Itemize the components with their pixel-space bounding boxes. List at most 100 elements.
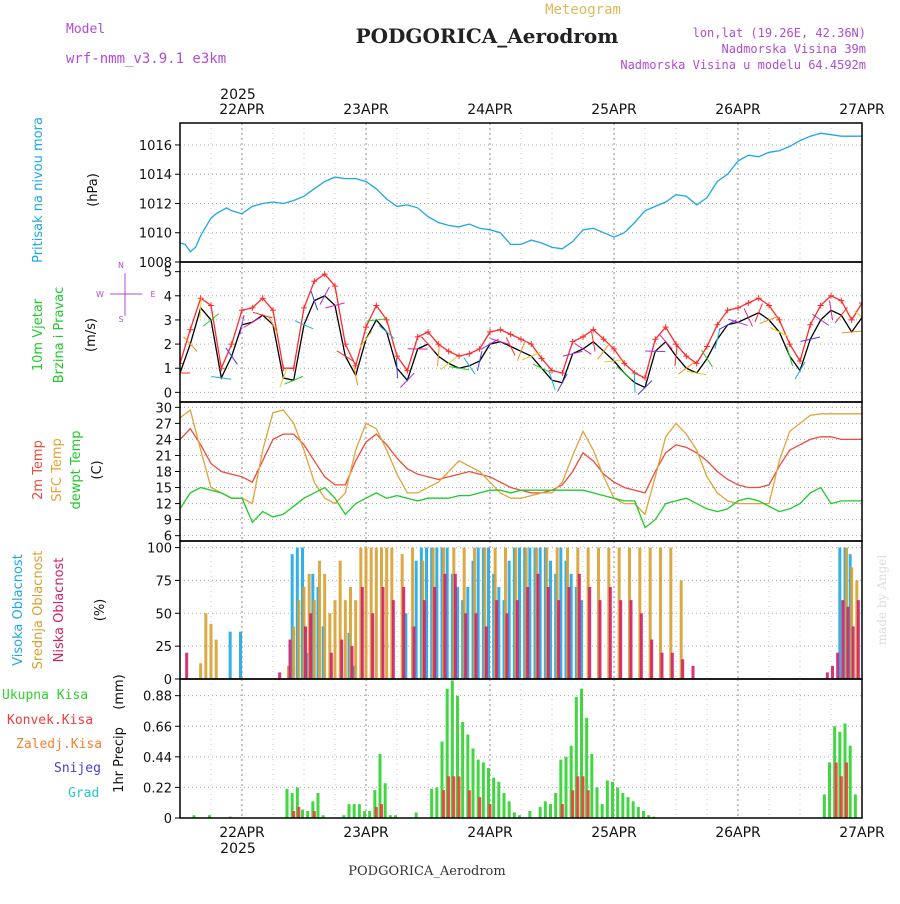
- y-tick-label: 12: [155, 498, 172, 513]
- y-tick-label: 50: [155, 607, 172, 622]
- wind-unit: (m/s): [84, 318, 99, 352]
- wind-arrow: [770, 328, 788, 337]
- wind-arrow: [464, 358, 475, 375]
- precip-bar: [590, 754, 593, 818]
- cloud-bar: [847, 607, 850, 679]
- legend-convective: Konvek.Kisa: [7, 713, 93, 728]
- gust-marker: [745, 300, 751, 306]
- wind-arrow: [787, 347, 793, 366]
- precip-bar: [461, 722, 464, 818]
- cloud-bar: [537, 574, 540, 679]
- precip-bar: [508, 801, 511, 818]
- precip-bar: [596, 787, 599, 818]
- gust-marker: [735, 305, 741, 311]
- cloud-bar: [423, 600, 426, 679]
- gust-marker: [518, 336, 524, 342]
- temp-title-3: dewpt Temp: [69, 430, 84, 509]
- cloud-bar: [444, 574, 447, 679]
- cloud-bar: [361, 587, 364, 679]
- y-tick-label: 100: [147, 542, 172, 557]
- cloud-title-3: Niska Oblacnost: [52, 558, 67, 663]
- y-tick-label: 0: [164, 673, 172, 688]
- gust-marker: [415, 334, 421, 340]
- cloud-bar: [323, 574, 326, 679]
- cloud-bar: [526, 587, 529, 679]
- cloud-bar: [867, 633, 870, 679]
- cloud-bar: [392, 600, 395, 679]
- cloud-bar: [841, 600, 844, 679]
- cloud-bar: [239, 632, 242, 679]
- precip-bar: [368, 811, 371, 818]
- precip-bar: [582, 776, 585, 818]
- wind-arrow: [226, 348, 237, 364]
- top-year-label: 2025: [220, 87, 256, 103]
- gust-marker: [807, 322, 813, 328]
- bottom-day-label: 24APR: [467, 825, 513, 841]
- precip-bar: [828, 762, 831, 818]
- gust-marker: [363, 324, 369, 330]
- precip-bar: [482, 762, 485, 818]
- cloud-bar: [330, 653, 333, 679]
- legend-total: Ukupna Kisa: [2, 688, 88, 703]
- precip-plot: [193, 680, 857, 818]
- top-day-label: 25APR: [591, 102, 637, 118]
- y-tick-label: 25: [155, 640, 172, 655]
- cloud-bar: [375, 548, 378, 679]
- y-tick-label: 0.88: [143, 690, 172, 705]
- precip-bar: [637, 807, 640, 818]
- watermark: made by Angel: [875, 555, 889, 646]
- y-tick-label: 0: [164, 812, 172, 827]
- bottom-year-label: 2025: [220, 841, 256, 857]
- cloud-bar: [681, 659, 684, 679]
- legend-hail: Grad: [68, 786, 99, 801]
- wind-arrow: [396, 358, 397, 378]
- cloud-bar: [852, 626, 855, 679]
- gust-marker: [497, 327, 503, 333]
- cloud-bar: [588, 587, 591, 679]
- cloud-bar: [344, 600, 347, 679]
- precip-title: 1hr Precip: [112, 727, 127, 793]
- precip-bar: [415, 812, 418, 818]
- precip-bar: [297, 807, 300, 818]
- gust-marker: [301, 305, 307, 311]
- cloud-bar: [630, 600, 633, 679]
- gust-marker: [187, 327, 193, 333]
- precip-legend: Ukupna Kisa Konvek.Kisa Zaledj.Kisa Snij…: [2, 688, 102, 801]
- y-tick-label: 5: [164, 266, 172, 281]
- cloud-bar: [609, 587, 612, 679]
- wind-arrow: [592, 332, 595, 352]
- cloud-bar: [340, 640, 343, 679]
- cloud-bar: [857, 600, 860, 679]
- series-line: [180, 429, 862, 493]
- wind-arrow: [812, 314, 829, 325]
- precip-bar: [576, 776, 579, 818]
- precip-bar: [835, 762, 838, 818]
- precip-bar: [442, 790, 445, 818]
- precip-bar: [435, 787, 438, 818]
- y-tick-label: 0.22: [143, 781, 172, 796]
- y-tick-label: 75: [155, 574, 172, 589]
- precip-bar: [627, 797, 630, 818]
- cloud-bar: [495, 600, 498, 679]
- y-tick-label: 18: [155, 466, 172, 481]
- top-day-label: 24APR: [467, 102, 513, 118]
- cloud-bar: [313, 600, 316, 679]
- wind-arrow: [598, 343, 610, 359]
- precip-bar: [306, 811, 309, 818]
- cloud-bar: [402, 587, 405, 679]
- cloud-bar: [872, 672, 875, 679]
- precip-bar: [503, 793, 506, 818]
- precip-bar: [616, 787, 619, 818]
- cloud-bar: [475, 613, 478, 679]
- cloud-title-2: Srednja Oblacnost: [31, 551, 46, 670]
- cloud-bar: [599, 600, 602, 679]
- model-value: wrf-nmm_v3.9.1 e3km: [66, 51, 226, 67]
- elevation-text: Nadmorska Visina 39m: [722, 42, 867, 56]
- precip-bar: [587, 790, 590, 818]
- precip-unit: (mm): [112, 674, 127, 709]
- y-tick-label: 0: [164, 386, 172, 401]
- bottom-day-label: 23APR: [343, 825, 389, 841]
